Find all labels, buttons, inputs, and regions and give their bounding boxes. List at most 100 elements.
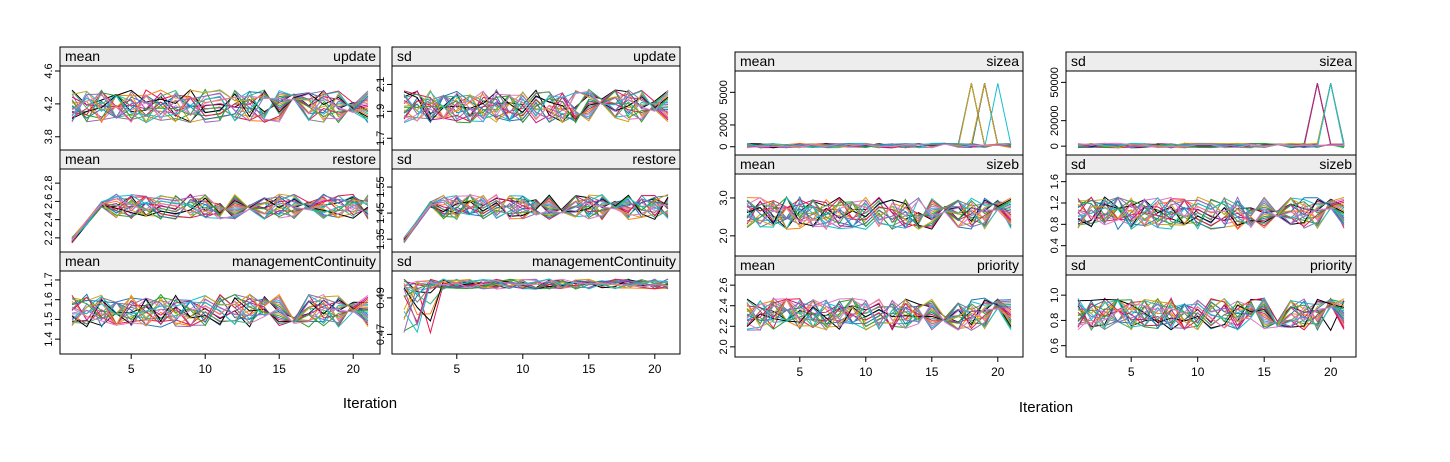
series-line-20 xyxy=(403,89,669,122)
panel-strip xyxy=(1065,51,1357,72)
panel-strip xyxy=(1065,154,1357,175)
y-tick-label: 1.6 xyxy=(1049,174,1061,189)
figure-right: mean sizea 0 2000 5000 sd sizea 0 20000 50000 mean… xyxy=(718,51,1357,416)
series-line-9 xyxy=(71,194,369,241)
series-line-19 xyxy=(746,196,1012,230)
panel-strip xyxy=(734,154,1024,175)
series-line-12 xyxy=(71,194,369,243)
series-line-20 xyxy=(71,300,369,326)
y-tick-label: 1.55 xyxy=(375,176,387,197)
series-line-11 xyxy=(71,193,369,242)
series-line-14 xyxy=(746,298,1012,330)
x-tick-label: 5 xyxy=(128,362,135,376)
panel-mean-managementContinuity: mean managementContinuity 1.4 1.5 1.6 1.7 5 10 1… xyxy=(43,251,381,376)
series-line-5 xyxy=(746,83,1012,148)
y-tick-label: 1.7 xyxy=(375,131,387,146)
series-line-15 xyxy=(1077,83,1345,149)
strip-variable-label: priority xyxy=(1310,257,1352,273)
series-line-17 xyxy=(1077,83,1345,149)
series-line-20 xyxy=(403,193,669,239)
series-line-9 xyxy=(1077,83,1345,149)
series-line-2 xyxy=(1077,297,1345,332)
y-tick-label: 1.5 xyxy=(43,312,55,327)
series-line-9 xyxy=(746,83,1012,149)
x-tick-label: 5 xyxy=(453,362,460,376)
series-line-14 xyxy=(1077,297,1345,331)
series-line-18 xyxy=(71,90,369,123)
series-line-4 xyxy=(746,199,1012,230)
x-tick-label: 15 xyxy=(925,365,939,379)
strip-variable-label: managementContinuity xyxy=(232,253,376,269)
series-line-13 xyxy=(746,83,1012,149)
y-tick-label: 0.47 xyxy=(375,324,387,345)
series-line-9 xyxy=(746,298,1012,331)
strip-variable-label: restore xyxy=(332,151,376,167)
x-tick-label: 20 xyxy=(648,362,662,376)
y-tick-label: 0.4 xyxy=(1049,238,1061,253)
y-tick-label: 2.4 xyxy=(718,298,730,313)
series-line-11 xyxy=(403,90,669,124)
y-tick-label: 2.6 xyxy=(43,194,55,209)
series-line-2 xyxy=(1077,196,1345,231)
y-tick-label: 4.6 xyxy=(43,63,55,78)
x-tick-label: 5 xyxy=(1128,365,1135,379)
x-tick-label: 20 xyxy=(991,365,1005,379)
series-line-12 xyxy=(1077,196,1345,230)
series-line-4 xyxy=(746,297,1012,330)
strip-variable-label: update xyxy=(633,48,676,64)
series-line-20 xyxy=(1077,142,1344,149)
strip-stat-label: mean xyxy=(65,253,100,269)
series-line-20 xyxy=(746,143,1012,149)
strip-stat-label: mean xyxy=(65,48,100,64)
y-tick-label: 2000 xyxy=(718,113,730,137)
x-tick-label: 10 xyxy=(199,362,213,376)
series-line-1 xyxy=(746,83,1012,149)
strip-stat-label: sd xyxy=(397,48,412,64)
y-tick-label: 50000 xyxy=(1049,67,1061,98)
panel-mean-sizea: mean sizea 0 2000 5000 xyxy=(718,51,1024,156)
strip-stat-label: sd xyxy=(1071,53,1086,69)
strip-stat-label: sd xyxy=(397,253,412,269)
strip-variable-label: sizea xyxy=(986,53,1019,69)
y-tick-label: 3.0 xyxy=(718,190,730,205)
series-line-17 xyxy=(403,193,669,243)
series-line-11 xyxy=(403,195,669,240)
series-line-20 xyxy=(71,92,369,124)
panel-sd-managementContinuity: sd managementContinuity 0.47 0.49 5 10 15 20 xyxy=(375,251,681,376)
y-tick-label: 1.6 xyxy=(43,292,55,307)
series-line-19 xyxy=(1077,83,1345,149)
y-tick-label: 0.8 xyxy=(1049,217,1061,232)
y-tick-label: 3.8 xyxy=(43,129,55,144)
series-line-3 xyxy=(71,92,369,124)
plot-frame xyxy=(59,270,381,355)
series-line-8 xyxy=(71,194,369,240)
strip-stat-label: mean xyxy=(65,151,100,167)
y-tick-label: 1.9 xyxy=(375,104,387,119)
y-tick-label: 0 xyxy=(1049,143,1061,149)
series-line-9 xyxy=(403,195,669,238)
y-tick-label: 0.49 xyxy=(375,287,387,308)
series-line-18 xyxy=(71,193,369,240)
y-tick-label: 1.0 xyxy=(1049,288,1061,303)
panel-sd-sizeb: sd sizeb 0.4 0.8 1.2 1.6 xyxy=(1049,154,1357,257)
y-tick-label: 20000 xyxy=(1049,105,1061,136)
y-tick-label: 2.4 xyxy=(43,212,55,227)
y-tick-label: 2.6 xyxy=(718,277,730,292)
strip-variable-label: sizea xyxy=(1319,53,1352,69)
x-tick-label: 10 xyxy=(859,365,873,379)
series-line-17 xyxy=(746,83,1012,149)
x-tick-label: 20 xyxy=(347,362,361,376)
series-line-20 xyxy=(746,196,1012,230)
series-line-14 xyxy=(71,293,369,327)
series-line-20 xyxy=(1077,299,1345,330)
panel-sd-update: sd update 1.7 1.9 2.1 xyxy=(375,46,681,151)
series-line-13 xyxy=(403,194,669,241)
series-line-17 xyxy=(71,89,369,123)
series-line-10 xyxy=(71,195,369,241)
y-tick-label: 0.6 xyxy=(1049,338,1061,353)
panel-mean-sizeb: mean sizeb 2.0 3.0 xyxy=(718,154,1024,257)
series-line-17 xyxy=(71,193,369,240)
series-line-15 xyxy=(403,195,669,242)
strip-variable-label: sizeb xyxy=(986,156,1019,172)
